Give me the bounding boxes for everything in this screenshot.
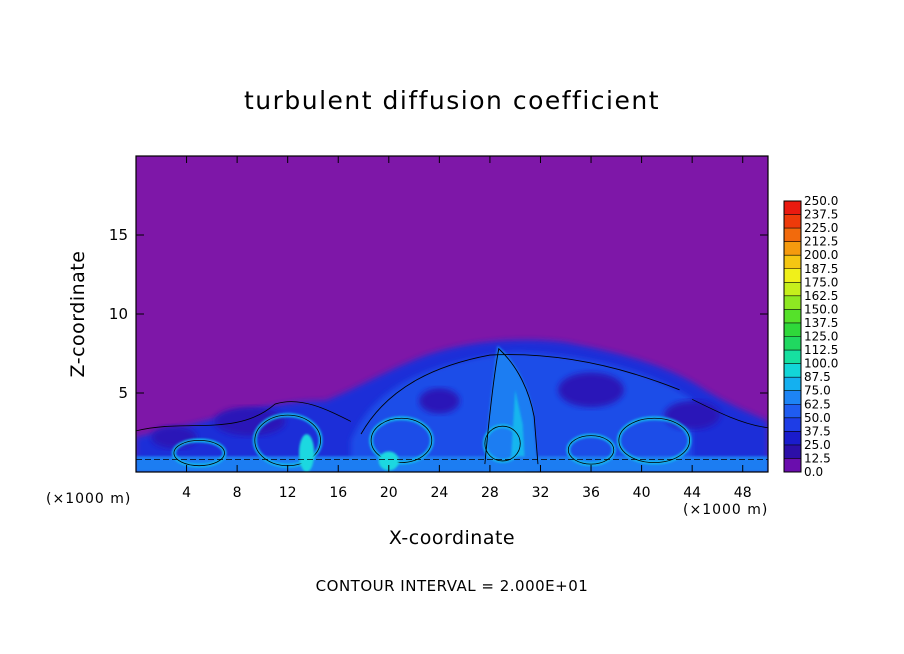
colorbar-swatch: [784, 241, 801, 256]
colorbar-swatch: [784, 390, 801, 405]
colorbar-label: 62.5: [804, 397, 831, 411]
eddy-contour: [370, 417, 433, 463]
colorbar-swatch: [784, 444, 801, 459]
colorbar-label: 225.0: [804, 221, 838, 235]
y-axis-ticks: 5 10 15: [109, 226, 768, 402]
x-tick-label: 44: [683, 485, 701, 501]
contour-line: [691, 398, 768, 429]
x-axis-unit-left: (×1000 m): [46, 491, 132, 507]
colorbar-swatch: [784, 228, 801, 242]
colorbar-label: 125.0: [804, 330, 838, 344]
colorbar-swatch: [784, 377, 801, 391]
colorbar-swatch: [784, 282, 801, 296]
colorbar-swatch: [784, 214, 801, 229]
colorbar-label: 137.5: [804, 316, 838, 330]
low-diffusion-pocket: [214, 407, 286, 436]
y-tick-label: 15: [109, 226, 128, 244]
x-tick-label: 24: [430, 485, 448, 501]
colorbar-label: 237.5: [804, 208, 838, 222]
colorbar-swatch: [784, 201, 801, 215]
colorbar-label: 175.0: [804, 275, 838, 289]
x-tick-label: 4: [182, 485, 191, 501]
colorbar-label: 212.5: [804, 235, 838, 249]
eddy-contour: [567, 435, 615, 465]
colorbar: 0.012.525.037.550.062.575.087.5100.0112.…: [783, 194, 838, 479]
x-tick-label: 32: [532, 485, 550, 501]
y-axis-label: Z-coordinate: [67, 250, 89, 378]
colorbar-label: 162.5: [804, 289, 838, 303]
colorbar-label: 100.0: [804, 357, 838, 371]
colorbar-label: 37.5: [804, 424, 831, 438]
x-tick-label: 8: [233, 485, 242, 501]
colorbar-label: 250.0: [804, 194, 838, 208]
x-tick-label: 20: [380, 485, 398, 501]
colorbar-swatch: [784, 336, 801, 351]
colorbar-swatch: [784, 458, 801, 472]
colorbar-label: 112.5: [804, 343, 838, 357]
colorbar-swatch: [784, 268, 801, 283]
colorbar-swatch: [784, 417, 801, 432]
colorbar-label: 87.5: [804, 370, 831, 384]
colorbar-label: 75.0: [804, 384, 831, 398]
contour-interval-note: CONTOUR INTERVAL = 2.000E+01: [315, 577, 589, 595]
low-diffusion-pocket: [151, 426, 197, 449]
colorbar-swatch: [784, 322, 801, 337]
colorbar-swatch: [784, 431, 801, 445]
colorbar-label: 0.0: [804, 465, 823, 479]
chart-title: turbulent diffusion coefficient: [243, 86, 661, 115]
colorbar-swatch: [784, 363, 801, 378]
eddy-highlight: [299, 434, 315, 472]
colorbar-label: 12.5: [804, 451, 831, 465]
colorbar-swatch: [784, 295, 801, 310]
colorbar-swatch: [784, 309, 801, 323]
x-axis-label: X-coordinate: [388, 527, 516, 549]
eddy-highlight: [378, 451, 399, 471]
contour-line: [136, 401, 352, 432]
x-tick-label: 28: [481, 485, 499, 501]
contour-line: [360, 354, 680, 435]
eddy-contour: [173, 439, 225, 467]
colorbar-label: 187.5: [804, 262, 838, 276]
x-axis-ticks: 4 8 12 16 20 24 28 32 36 40 44 48: [182, 156, 752, 501]
x-tick-label: 16: [329, 485, 347, 501]
colorbar-label: 25.0: [804, 438, 831, 452]
low-diffusion-pocket: [664, 400, 720, 430]
colorbar-label: 150.0: [804, 302, 838, 316]
colorbar-swatch: [784, 404, 801, 418]
x-axis-unit-right: (×1000 m): [683, 502, 769, 518]
plume-core: [510, 389, 526, 472]
colorbar-swatch: [784, 255, 801, 269]
x-tick-label: 36: [582, 485, 600, 501]
heatmap-plot-area: [136, 156, 768, 472]
eddy-contour: [484, 425, 521, 462]
heatmap-field: [136, 339, 768, 472]
central-plume: [483, 345, 538, 472]
colorbar-label: 50.0: [804, 411, 831, 425]
y-tick-label: 5: [118, 384, 128, 402]
x-tick-label: 48: [734, 485, 752, 501]
x-tick-label: 40: [633, 485, 651, 501]
contour-line: [484, 347, 539, 465]
x-tick-label: 12: [279, 485, 297, 501]
eddy-contour: [618, 417, 691, 463]
colorbar-label: 200.0: [804, 248, 838, 262]
y-tick-label: 10: [109, 305, 128, 323]
low-diffusion-pocket: [558, 372, 624, 408]
colorbar-swatch: [784, 350, 801, 364]
low-diffusion-pocket: [419, 388, 460, 414]
